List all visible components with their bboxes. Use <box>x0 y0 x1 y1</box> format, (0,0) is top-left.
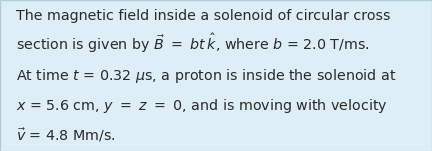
Text: $\vec{v}$ = 4.8 Mm/s.: $\vec{v}$ = 4.8 Mm/s. <box>16 126 116 144</box>
Text: At time $t$ = 0.32 $\mu$s, a proton is inside the solenoid at: At time $t$ = 0.32 $\mu$s, a proton is i… <box>16 67 397 85</box>
Text: The magnetic field inside a solenoid of circular cross: The magnetic field inside a solenoid of … <box>16 9 391 23</box>
Text: $x$ = 5.6 cm, $y$ $=$ $z$ $=$ $0$, and is moving with velocity: $x$ = 5.6 cm, $y$ $=$ $z$ $=$ $0$, and i… <box>16 97 388 115</box>
Text: section is given by $\vec{B}$ $=$ $bt\,\hat{k}$, where $b$ = 2.0 T/ms.: section is given by $\vec{B}$ $=$ $bt\,\… <box>16 32 370 55</box>
